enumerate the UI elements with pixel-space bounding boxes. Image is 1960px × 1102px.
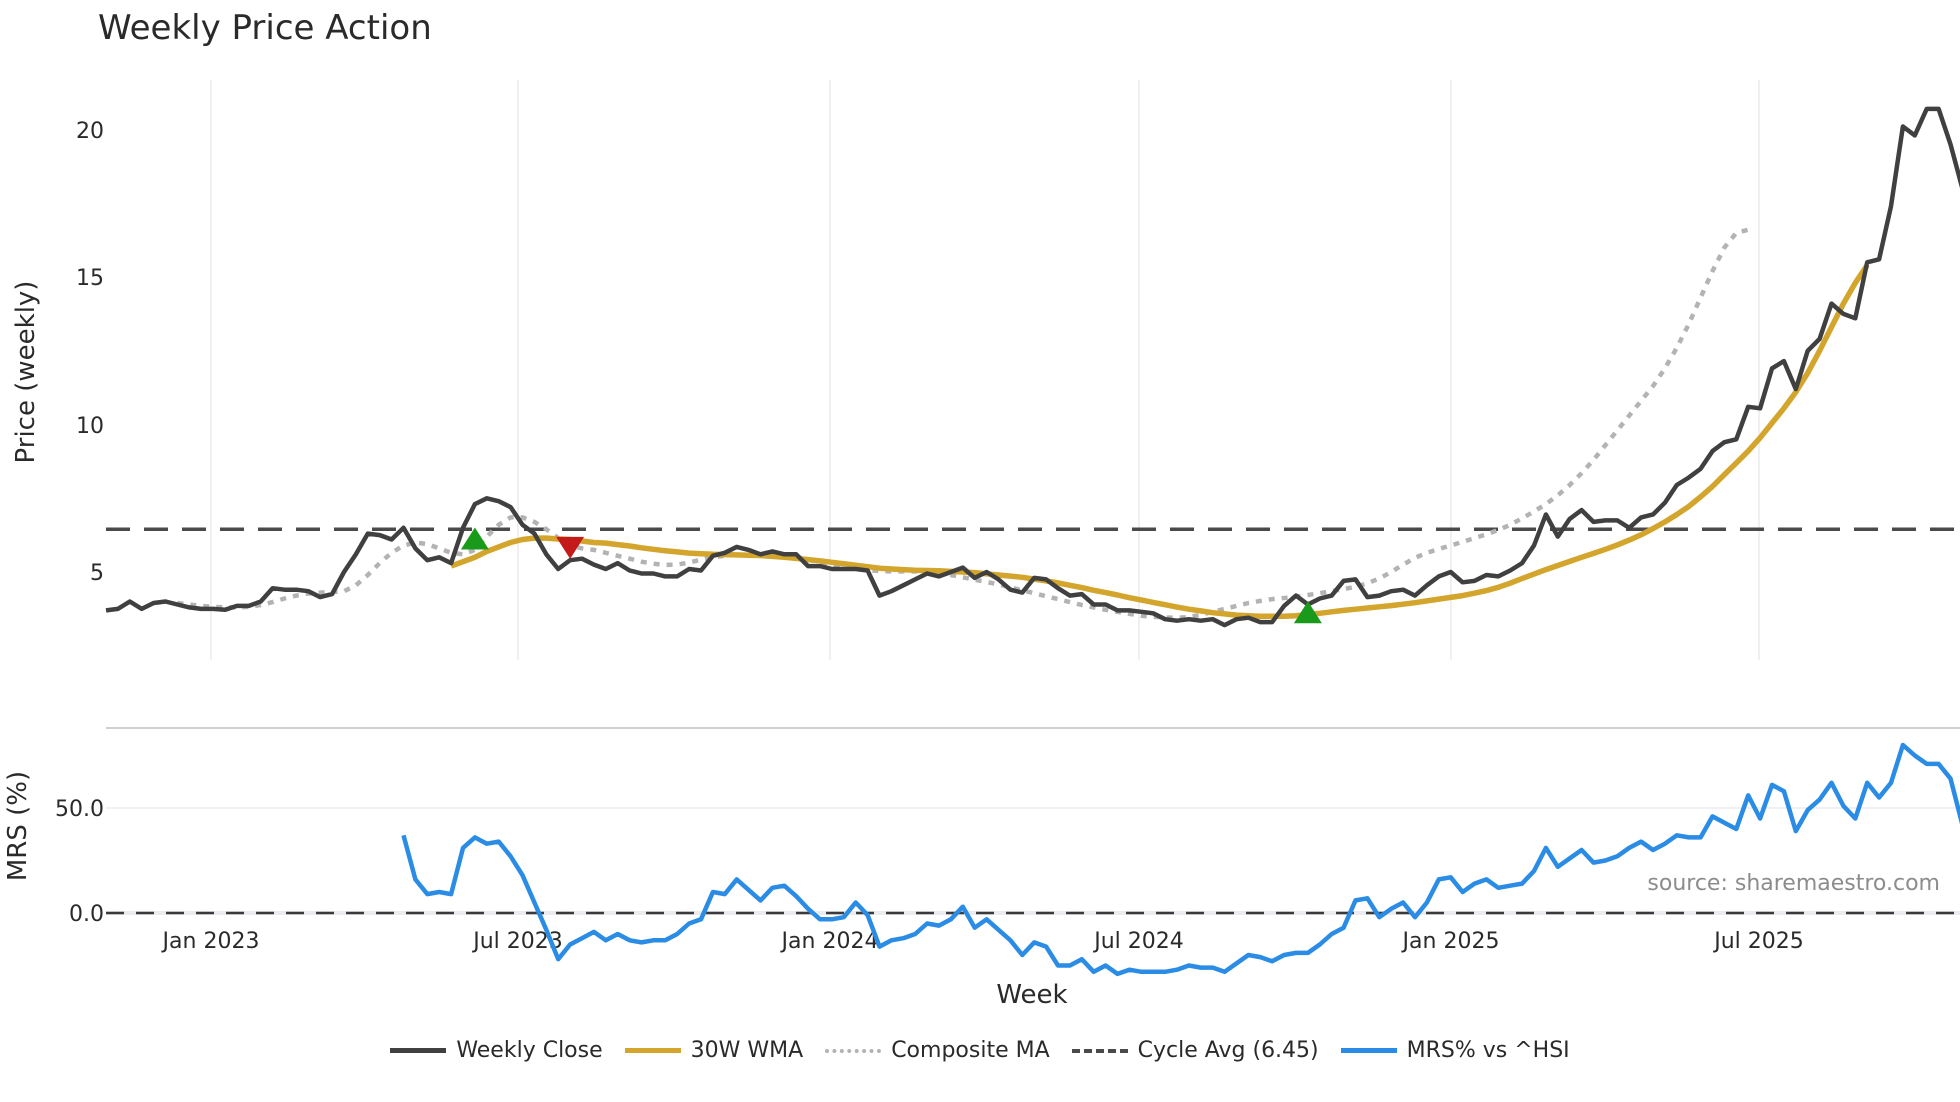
legend-item-cycle-avg[interactable]: Cycle Avg (6.45) — [1071, 1038, 1319, 1063]
legend-item-composite-ma[interactable]: Composite MA — [825, 1038, 1050, 1063]
price-ytick: 20 — [76, 119, 104, 144]
chart-title: Weekly Price Action — [98, 8, 432, 48]
legend-swatch-dotted-icon — [825, 1048, 882, 1053]
x-tick: Jan 2025 — [1401, 929, 1500, 954]
legend-label: MRS% vs ^HSI — [1406, 1038, 1570, 1063]
legend-swatch-solid-icon — [624, 1048, 681, 1053]
mrs-ytick: 0.0 — [69, 902, 104, 927]
legend-label: Weekly Close — [456, 1038, 603, 1063]
price-ytick: 5 — [90, 561, 104, 586]
mrs-line — [401, 742, 1960, 977]
legend-item-mrs[interactable]: MRS% vs ^HSI — [1340, 1038, 1570, 1063]
series-layer — [105, 106, 1960, 977]
legend-item-weekly-close[interactable]: Weekly Close — [390, 1038, 603, 1063]
sell-signal-down-triangle-icon — [556, 536, 585, 559]
price-ytick: 10 — [76, 414, 104, 439]
source-annotation: source: sharemaestro.com — [1647, 871, 1940, 896]
legend-item-30w-wma[interactable]: 30W WMA — [624, 1038, 804, 1063]
x-tick: Jan 2024 — [780, 929, 879, 954]
legend-swatch-dashed-icon — [1071, 1048, 1128, 1053]
x-axis-label: Week — [996, 980, 1067, 1010]
composite-ma-line — [177, 227, 1749, 620]
legend: Weekly Close 30W WMA Composite MA Cycle … — [0, 1038, 1960, 1063]
weekly-close-line — [105, 106, 1960, 628]
price-ylabel: Price (weekly) — [11, 281, 41, 464]
buy-signal-up-triangle-icon — [460, 527, 489, 550]
x-tick: Jan 2023 — [161, 929, 260, 954]
legend-swatch-solid-icon — [390, 1048, 447, 1053]
buy-signal-up-triangle-icon — [1293, 601, 1322, 624]
x-tick: Jul 2025 — [1712, 929, 1804, 954]
mrs-ylabel: MRS (%) — [3, 771, 33, 881]
wma-30w-line — [450, 263, 1870, 620]
legend-label: 30W WMA — [690, 1038, 804, 1063]
x-tick: Jul 2024 — [1092, 929, 1184, 954]
price-ytick: 15 — [76, 266, 104, 291]
legend-label: Cycle Avg (6.45) — [1137, 1038, 1319, 1063]
gridlines — [210, 80, 1760, 660]
mrs-ytick: 50.0 — [55, 797, 104, 822]
legend-swatch-solid-icon — [1340, 1048, 1397, 1053]
legend-label: Composite MA — [891, 1038, 1050, 1063]
